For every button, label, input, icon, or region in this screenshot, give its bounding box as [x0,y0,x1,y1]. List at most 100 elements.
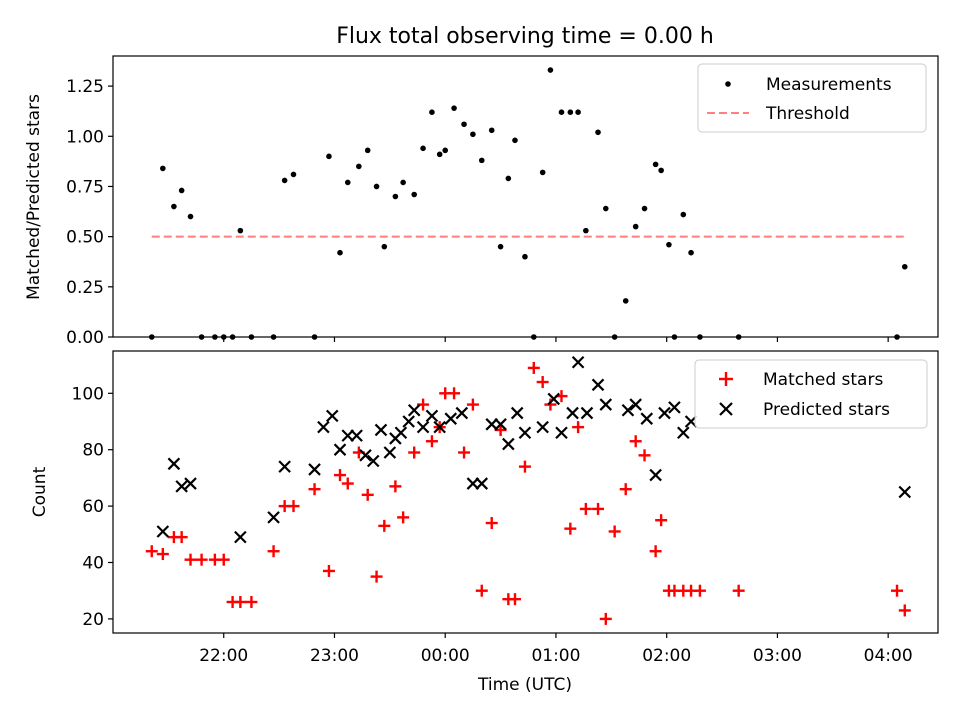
measurement-point [652,161,659,168]
measurement-point [488,127,495,134]
predicted-star-point [591,378,605,392]
predicted-star-point [571,356,585,369]
matched-star-point [638,449,651,462]
predicted-star-point [677,426,690,440]
measurement-point [364,147,371,154]
measurement-point [381,243,388,250]
legend-predicted-marker [719,402,733,416]
matched-star-point [234,595,247,608]
count-y-axis-label: Count [30,466,50,517]
count-axes-frame [112,350,939,634]
measurement-point [658,167,664,174]
matched-star-point [592,502,605,515]
measurement-point [497,243,504,250]
predicted-star-point [267,511,280,524]
predicted-star-point [278,460,291,473]
matched-star-point [448,387,461,400]
y-tick-label: 60 [82,497,104,517]
matched-star-point [544,398,557,411]
measurement-point [522,253,528,260]
predicted-star-point [640,412,654,425]
matched-star-point [217,553,230,566]
measurement-point [558,109,565,115]
matched-star-point [245,595,258,608]
predicted-star-point [350,429,363,442]
x-tick-label: 22:00 [199,646,248,666]
predicted-star-point [444,412,458,425]
x-tick-label: 03:00 [753,646,802,666]
measurement-point [461,121,467,128]
matched-star-point [397,511,410,524]
x-tick-label: 02:00 [642,646,691,666]
ratio-y-axis-label: Matched/Predicted stars [24,94,44,300]
predicted-star-point [184,477,197,490]
predicted-star-point [156,525,170,538]
measurement-point [290,171,297,178]
measurement-point [680,211,687,218]
predicted-star-point [536,420,549,434]
y-tick-label: 40 [82,554,104,574]
count-panel: 20 40 60 80 100 22:00 23:00 00:00 01:00 02:00 03:… [30,350,939,695]
matched-star-point [378,519,391,532]
x-tick-label: 01:00 [531,646,580,666]
matched-star-point [898,604,911,617]
matched-star-point [466,398,479,411]
y-tick-label: 0.25 [66,278,104,298]
legend-measurements-marker [725,81,731,87]
measurement-point [237,227,244,234]
predicted-star-point [407,403,421,417]
ratio-axes-frame [112,55,939,338]
matched-star-point [572,421,585,434]
predicted-star-point [580,406,594,420]
y-tick-label: 0.50 [66,228,104,248]
matched-star-point [389,480,402,493]
matched-star-point [156,548,169,561]
matched-star-point [184,553,197,566]
ratio-x-ticks [223,337,889,342]
measurement-point [442,147,449,154]
matched-star-point [175,531,188,544]
ratio-y-ticks: 0.00 0.25 0.50 0.75 1.00 1.25 [66,77,113,348]
y-tick-label: 20 [82,610,104,630]
measurement-point [505,175,512,182]
predicted-star-point [433,420,446,434]
matched-star-point [508,593,521,606]
count-y-ticks: 20 40 60 80 100 [72,384,113,630]
measurement-point [420,145,426,152]
count-x-ticks: 22:00 23:00 00:00 01:00 02:00 03:00 04:00 [199,633,913,666]
matched-star-point [458,446,471,459]
measurement-point [326,153,332,160]
predicted-star-point [658,406,671,420]
measurement-point [337,249,343,256]
measurement-point [400,179,406,186]
x-tick-label: 04:00 [864,646,913,666]
measurement-point [436,151,443,158]
legend-predicted-label: Predicted stars [763,400,890,420]
matched-star-point [308,483,321,496]
predicted-star-point [325,409,339,423]
matched-star-point [891,584,904,597]
measurement-point [171,203,177,210]
predicted-star-point [402,415,415,428]
predicted-star-point [502,437,515,451]
matched-star-point [629,435,642,448]
measurement-point [641,205,648,212]
predicted-star-point [308,463,321,476]
measurement-point [666,241,672,248]
predicted-star-point [475,477,489,490]
ratio-legend-box [697,63,927,133]
predicted-star-point [668,401,681,414]
measurement-point [632,223,639,230]
matched-star-point [518,460,531,473]
measurement-point [567,109,574,115]
x-axis-label: Time (UTC) [477,675,572,695]
predicted-star-point [629,398,642,411]
measurement-point [344,179,351,186]
predicted-star-point [898,485,912,499]
measurement-point [356,163,362,170]
measurement-point [622,298,629,304]
predicted-star-point [374,423,388,437]
matched-star-point [145,545,158,558]
measurement-point [187,213,194,220]
